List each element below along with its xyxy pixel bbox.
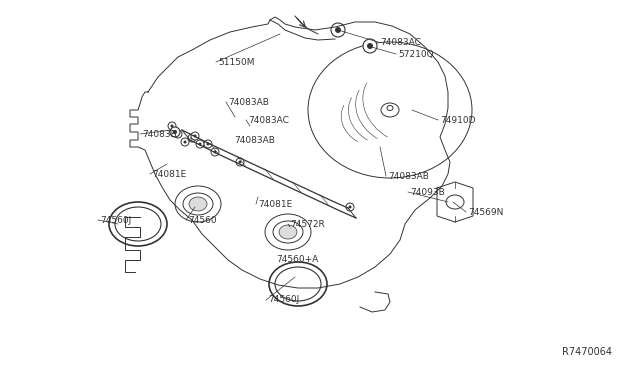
Text: 74083B: 74083B (142, 129, 177, 138)
Circle shape (211, 148, 219, 156)
Circle shape (177, 132, 179, 135)
Ellipse shape (189, 197, 207, 211)
Text: 74083AC: 74083AC (248, 115, 289, 125)
Text: 74083AB: 74083AB (228, 97, 269, 106)
Circle shape (214, 151, 216, 154)
Circle shape (168, 122, 176, 130)
Text: 74083AC: 74083AC (380, 38, 421, 46)
Circle shape (191, 137, 193, 140)
Text: 57210Q: 57210Q (398, 49, 434, 58)
Circle shape (174, 130, 182, 138)
Text: R7470064: R7470064 (562, 347, 612, 357)
Text: 51150M: 51150M (218, 58, 255, 67)
Text: 74569N: 74569N (468, 208, 504, 217)
Text: 74083AB: 74083AB (388, 171, 429, 180)
Text: 74572R: 74572R (290, 219, 324, 228)
Text: 74560: 74560 (188, 215, 216, 224)
Circle shape (184, 141, 186, 144)
Circle shape (239, 160, 241, 164)
Ellipse shape (387, 106, 393, 110)
Circle shape (170, 127, 180, 137)
Circle shape (170, 125, 173, 128)
Circle shape (196, 140, 204, 148)
Circle shape (191, 132, 199, 140)
Circle shape (173, 130, 177, 134)
Circle shape (363, 39, 377, 53)
Circle shape (367, 43, 373, 49)
Circle shape (236, 158, 244, 166)
Text: 74560J: 74560J (100, 215, 131, 224)
Circle shape (204, 140, 212, 148)
Circle shape (181, 138, 189, 146)
Text: 74081E: 74081E (258, 199, 292, 208)
Text: 74560+A: 74560+A (276, 256, 318, 264)
Circle shape (188, 134, 196, 142)
Text: 74560J: 74560J (268, 295, 300, 305)
Circle shape (198, 142, 202, 145)
Text: 74093B: 74093B (410, 187, 445, 196)
Circle shape (331, 23, 345, 37)
Text: 74083AB: 74083AB (234, 135, 275, 144)
Circle shape (207, 142, 209, 145)
Circle shape (193, 135, 196, 138)
Text: 74081E: 74081E (152, 170, 186, 179)
Text: 74910D: 74910D (440, 115, 476, 125)
Circle shape (346, 203, 354, 211)
Circle shape (335, 27, 341, 33)
Circle shape (349, 205, 351, 208)
Ellipse shape (279, 225, 297, 239)
